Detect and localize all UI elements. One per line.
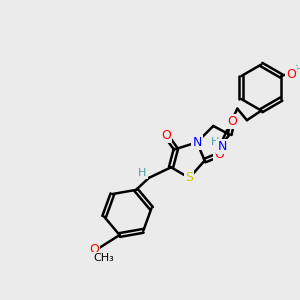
Text: O: O [89, 243, 99, 256]
Text: H: H [294, 65, 300, 75]
Text: H: H [138, 168, 146, 178]
Text: N: N [192, 136, 202, 149]
Text: H: H [211, 137, 219, 147]
Text: N: N [217, 140, 226, 153]
Text: O: O [161, 129, 171, 142]
Text: O: O [286, 68, 296, 81]
Text: O: O [228, 115, 238, 128]
Text: CH₃: CH₃ [93, 253, 114, 262]
Text: S: S [185, 171, 193, 184]
Text: O: O [214, 148, 224, 161]
